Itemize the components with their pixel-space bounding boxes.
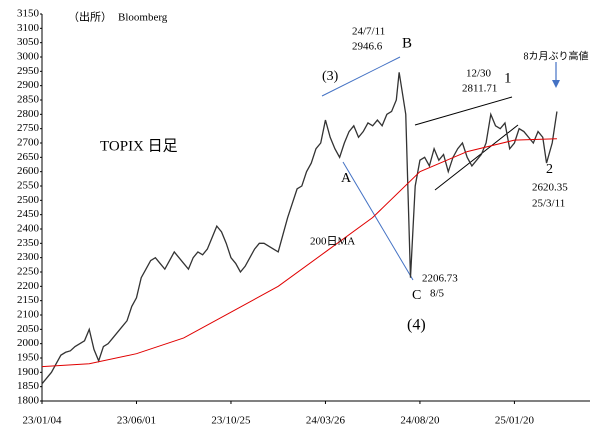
y-tick-label: 2400: [17, 223, 40, 235]
trend-line: [321, 56, 401, 97]
y-tick-label: 2600: [17, 165, 40, 177]
y-tick-label: 2850: [17, 94, 40, 106]
y-tick-label: 2500: [17, 194, 40, 206]
y-tick-label: 1950: [17, 352, 40, 364]
y-tick-label: 3150: [17, 8, 40, 20]
x-tick-label: 24/08/20: [400, 415, 440, 427]
annotation: 2811.71: [462, 83, 497, 95]
annotation: C: [412, 288, 421, 303]
y-tick-label: 2350: [17, 237, 40, 249]
y-tick-label: 2750: [17, 122, 40, 134]
annotation: 2206.73: [422, 273, 458, 285]
y-tick-label: 2800: [17, 108, 40, 120]
y-tick-label: 2000: [17, 337, 40, 349]
y-tick-label: 3000: [17, 51, 40, 63]
x-tick-label: 23/06/01: [117, 415, 156, 427]
annotation: (3): [322, 69, 339, 84]
x-tick-label: 23/10/25: [211, 415, 251, 427]
annotation: A: [341, 171, 352, 186]
annotation: B: [402, 35, 412, 51]
trend-line: [342, 161, 414, 281]
annotation: （出所）: [68, 10, 112, 24]
y-tick-label: 1800: [17, 395, 40, 407]
annotation: 8/5: [430, 288, 445, 300]
y-tick-label: 2250: [17, 266, 40, 278]
annotation: Bloomberg: [118, 12, 168, 24]
y-tick-label: 2300: [17, 251, 40, 263]
annotation: 1: [504, 70, 512, 86]
x-tick-label: 25/01/20: [495, 415, 535, 427]
y-tick-label: 2050: [17, 323, 40, 335]
y-tick-label: 2150: [17, 294, 40, 306]
y-tick-label: 2200: [17, 280, 40, 292]
y-tick-label: 2650: [17, 151, 40, 163]
y-tick-label: 2100: [17, 309, 40, 321]
x-tick-label: 24/03/26: [306, 415, 346, 427]
y-tick-label: 1900: [17, 366, 40, 378]
annotation: (4): [407, 317, 426, 334]
y-tick-label: 2550: [17, 180, 40, 192]
annotation: 2620.35: [532, 182, 568, 194]
y-tick-label: 2450: [17, 208, 40, 220]
y-tick-label: 3050: [17, 36, 40, 48]
x-tick-label: 23/01/04: [22, 415, 62, 427]
annotation: 200日MA: [310, 236, 355, 248]
annotation: TOPIX 日足: [100, 137, 178, 154]
trend-line: [414, 96, 513, 126]
y-tick-label: 2700: [17, 137, 40, 149]
annotation: 25/3/11: [532, 198, 565, 210]
annotation: 8カ月ぶり高値: [524, 49, 589, 62]
ma-line: [41, 138, 557, 368]
annotation: 24/7/11: [352, 26, 385, 38]
annotation: 12/30: [466, 68, 492, 80]
y-tick-label: 3100: [17, 22, 40, 34]
annotation: 2946.6: [352, 41, 383, 53]
y-tick-label: 2900: [17, 79, 40, 91]
trend-line: [434, 124, 519, 191]
y-tick-label: 2950: [17, 65, 40, 77]
y-tick-label: 1850: [17, 380, 40, 392]
annotation: 2: [546, 162, 553, 177]
arrow-head: [552, 80, 560, 88]
price-line: [41, 72, 558, 385]
